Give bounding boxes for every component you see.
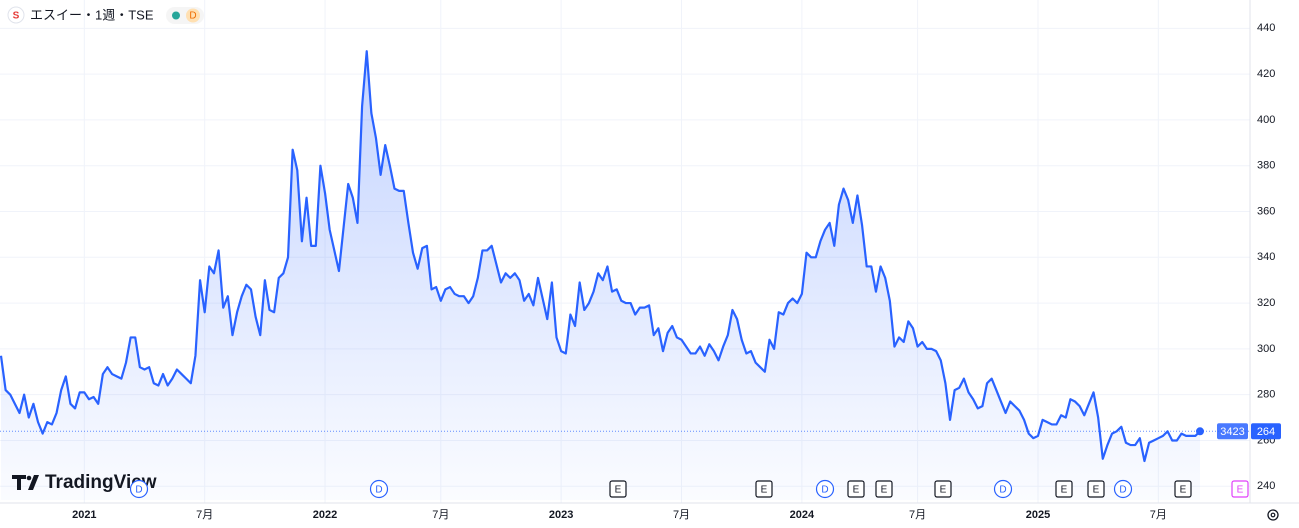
y-tick-label: 420 xyxy=(1257,68,1275,80)
y-tick-label: 240 xyxy=(1257,480,1275,492)
logo-dot xyxy=(26,475,32,481)
event-label[interactable]: E xyxy=(1061,485,1068,496)
earnings-marker xyxy=(847,480,865,498)
x-tick-label: 7月 xyxy=(909,509,926,521)
event-label[interactable]: E xyxy=(940,485,947,496)
event-label[interactable]: E xyxy=(761,485,768,496)
settings-button[interactable] xyxy=(1267,509,1279,521)
price-line xyxy=(0,50,1201,463)
dividend-marker xyxy=(815,479,835,499)
event-label[interactable]: D xyxy=(1119,485,1126,496)
status-dot xyxy=(172,11,180,20)
event-label[interactable]: E xyxy=(1180,485,1187,496)
watermark: TradingView xyxy=(45,472,157,493)
event-label[interactable]: E xyxy=(853,485,860,496)
event-label[interactable]: E xyxy=(1093,485,1100,496)
x-tick-label: 2024 xyxy=(790,509,815,521)
y-tick-label: 400 xyxy=(1257,114,1275,126)
price-tag-bg xyxy=(1251,423,1281,440)
badge-bg xyxy=(186,8,200,23)
area xyxy=(1,51,1200,501)
earnings-marker xyxy=(934,480,952,498)
y-tick-label: 280 xyxy=(1257,389,1275,401)
x-tick-label: 7月 xyxy=(1150,509,1167,521)
x-tick-label: 2025 xyxy=(1026,509,1050,521)
x-tick-label: 2023 xyxy=(549,509,573,521)
x-tick-label: 2022 xyxy=(313,509,337,521)
earnings-marker xyxy=(1055,480,1073,498)
event-label[interactable]: D xyxy=(999,485,1006,496)
earnings-marker xyxy=(875,480,893,498)
dividend-marker xyxy=(129,479,149,499)
chart-title: エスイー・1週・TSE xyxy=(30,7,154,22)
logo-mark xyxy=(12,475,39,490)
y-tick-label: 380 xyxy=(1257,160,1275,172)
last-price-label: 264 xyxy=(1257,426,1275,438)
symbol-icon: S xyxy=(13,11,20,22)
tag-bg xyxy=(1217,423,1248,440)
x-tick-label: 7月 xyxy=(432,509,449,521)
dividend-marker xyxy=(993,479,1013,499)
logo xyxy=(12,475,39,490)
badge: D xyxy=(189,11,196,22)
settings-icon-core[interactable] xyxy=(1270,512,1276,518)
event-label[interactable]: E xyxy=(1237,485,1244,496)
dividend-marker xyxy=(369,479,389,499)
x-tick-label: 7月 xyxy=(196,509,213,521)
event-label[interactable]: E xyxy=(881,485,888,496)
event-label[interactable]: D xyxy=(375,485,382,496)
event-label[interactable]: D xyxy=(821,485,828,496)
y-tick-label: 340 xyxy=(1257,251,1275,263)
earnings-marker xyxy=(1174,480,1192,498)
y-tick-label: 300 xyxy=(1257,343,1275,355)
earnings-marker xyxy=(1231,480,1249,498)
plot xyxy=(0,50,1250,501)
earnings-marker xyxy=(609,480,627,498)
y-tick-label: 320 xyxy=(1257,297,1275,309)
x-tick-label: 2021 xyxy=(72,509,96,521)
x-tick-label: 7月 xyxy=(673,509,690,521)
last-point xyxy=(1196,427,1204,436)
earnings-marker xyxy=(1087,480,1105,498)
dividend-marker xyxy=(1113,479,1133,499)
y-tick-label: 440 xyxy=(1257,22,1275,34)
event-label[interactable]: E xyxy=(615,485,622,496)
y-tick-label: 360 xyxy=(1257,205,1275,217)
earnings-marker xyxy=(755,480,773,498)
event-label[interactable]: D xyxy=(135,485,142,496)
settings-icon[interactable] xyxy=(1267,509,1279,521)
last-tag: 3423 xyxy=(1220,426,1244,438)
symbol-icon-bg xyxy=(7,6,25,24)
